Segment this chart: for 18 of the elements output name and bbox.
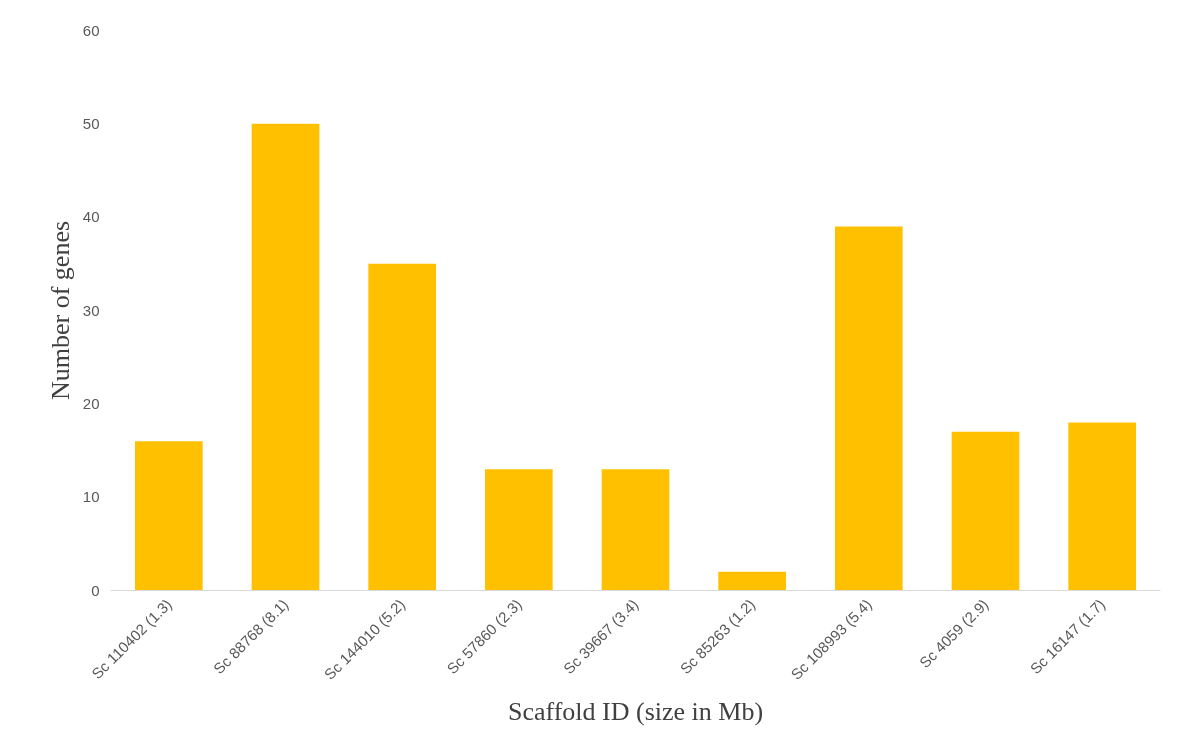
bar — [1068, 422, 1136, 591]
y-tick-label: 50 — [82, 114, 100, 132]
bar — [251, 123, 320, 591]
y-tick-label: 30 — [82, 301, 100, 319]
y-tick-label: 40 — [82, 208, 100, 226]
bar — [835, 226, 903, 591]
bar — [718, 571, 786, 591]
y-tick-label: 10 — [82, 488, 100, 506]
bar — [485, 469, 553, 591]
y-tick-label: 0 — [91, 581, 100, 599]
x-axis-title: Scaffold ID (size in Mb) — [507, 696, 764, 726]
bar — [951, 431, 1020, 591]
bar — [601, 469, 670, 591]
bar — [368, 263, 436, 591]
y-axis-title: Number of genes — [45, 220, 75, 401]
y-tick-label: 20 — [82, 394, 100, 412]
bar — [135, 441, 203, 591]
y-tick-label: 60 — [82, 21, 100, 39]
